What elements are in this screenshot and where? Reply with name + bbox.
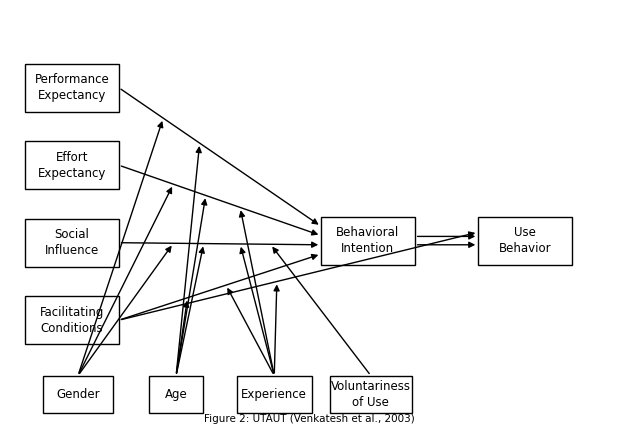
Text: Experience: Experience [241, 388, 307, 401]
Text: Performance
Expectancy: Performance Expectancy [35, 73, 109, 102]
FancyBboxPatch shape [149, 376, 203, 414]
Text: Facilitating
Conditions: Facilitating Conditions [40, 306, 104, 335]
FancyBboxPatch shape [25, 219, 119, 267]
FancyBboxPatch shape [237, 376, 312, 414]
FancyBboxPatch shape [330, 376, 412, 414]
Text: Use
Behavior: Use Behavior [499, 226, 551, 255]
Text: Voluntariness
of Use: Voluntariness of Use [331, 380, 411, 409]
Text: Figure 2: UTAUT (Venkatesh et al., 2003): Figure 2: UTAUT (Venkatesh et al., 2003) [203, 414, 415, 424]
Text: Behavioral
Intention: Behavioral Intention [336, 226, 399, 255]
FancyBboxPatch shape [25, 64, 119, 112]
Text: Social
Influence: Social Influence [44, 228, 99, 257]
FancyBboxPatch shape [321, 216, 415, 265]
FancyBboxPatch shape [25, 141, 119, 189]
Text: Effort
Expectancy: Effort Expectancy [38, 151, 106, 180]
FancyBboxPatch shape [43, 376, 112, 414]
Text: Gender: Gender [56, 388, 99, 401]
FancyBboxPatch shape [25, 296, 119, 344]
Text: Age: Age [165, 388, 187, 401]
FancyBboxPatch shape [478, 216, 572, 265]
